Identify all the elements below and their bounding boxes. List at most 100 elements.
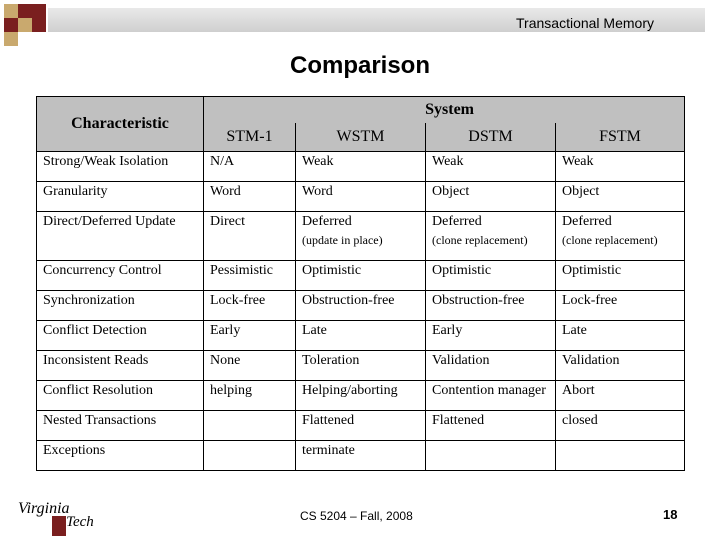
course-title: Transactional Memory	[516, 15, 654, 31]
table-row: Nested Transactions Flattened Flattened clo…	[36, 410, 686, 441]
cell-value: Early	[210, 323, 241, 338]
cell-value: None	[210, 353, 241, 368]
cell-value: Lock-free	[562, 293, 618, 308]
corner-square-decoration	[18, 18, 32, 32]
virginia-tech-logo: Virginia Tech	[14, 500, 94, 538]
cell-value: Flattened	[432, 413, 485, 428]
row-label: Synchronization	[36, 290, 204, 321]
table-cell: Flattened	[425, 410, 556, 441]
table-cell: Early	[425, 320, 556, 351]
cell-value: Toleration	[302, 353, 360, 368]
corner-square-decoration	[4, 4, 18, 18]
table-row: Synchronization Lock-free Obstruction-free…	[36, 290, 686, 321]
table-row: Inconsistent Reads None Toleration Validati…	[36, 350, 686, 381]
cell-value: Flattened	[302, 413, 355, 428]
row-label: Conflict Detection	[36, 320, 204, 351]
cell-value: Deferred	[432, 214, 482, 229]
row-label: Direct/Deferred Update	[36, 211, 204, 261]
cell-value: Obstruction-free	[302, 293, 395, 308]
row-label: Inconsistent Reads	[36, 350, 204, 381]
table-cell: Contention manager	[425, 380, 556, 411]
table-cell: Weak	[554, 151, 686, 182]
row-label: Concurrency Control	[36, 260, 204, 291]
cell-value: Contention manager	[432, 383, 546, 398]
table-cell: Weak	[295, 151, 426, 182]
cell-value: Word	[302, 184, 333, 199]
table-cell: Toleration	[295, 350, 426, 381]
table-row: Granularity Word Word Object Object	[36, 181, 686, 212]
cell-note: (update in place)	[302, 233, 383, 247]
table-cell: Obstruction-free	[295, 290, 426, 321]
cell-value: Optimistic	[432, 263, 492, 278]
cell-value: Optimistic	[302, 263, 362, 278]
table-cell: Validation	[554, 350, 686, 381]
table-cell: Early	[203, 320, 296, 351]
header-bar	[48, 8, 705, 32]
cell-value: Optimistic	[562, 263, 622, 278]
table-cell: Deferred (update in place)	[295, 211, 426, 261]
cell-value: Word	[210, 184, 241, 199]
logo-mark	[52, 516, 66, 536]
table-cell: Lock-free	[203, 290, 296, 321]
table-cell: Object	[425, 181, 556, 212]
characteristic-header: Characteristic	[36, 96, 204, 152]
cell-value: Abort	[562, 383, 595, 398]
table-cell: Lock-free	[554, 290, 686, 321]
table-cell: Late	[554, 320, 686, 351]
cell-value: Helping/aborting	[302, 383, 398, 398]
table-cell: Object	[554, 181, 686, 212]
cell-value: helping	[210, 383, 252, 398]
row-label: Strong/Weak Isolation	[36, 151, 204, 182]
table-cell	[425, 440, 556, 471]
cell-value: Late	[302, 323, 327, 338]
table-row: Conflict Resolution helping Helping/aborti…	[36, 380, 686, 411]
table-cell: Pessimistic	[203, 260, 296, 291]
row-label: Exceptions	[36, 440, 204, 471]
logo-text-virginia: Virginia	[18, 500, 70, 517]
cell-value: Object	[432, 184, 470, 199]
table-cell: Optimistic	[295, 260, 426, 291]
cell-value: Validation	[432, 353, 490, 368]
corner-square-decoration	[4, 32, 18, 46]
corner-square-decoration	[32, 4, 46, 18]
table-cell: Validation	[425, 350, 556, 381]
system-column-header: DSTM	[425, 123, 556, 152]
cell-value: Lock-free	[210, 293, 266, 308]
table-cell: Optimistic	[554, 260, 686, 291]
table-cell	[203, 440, 296, 471]
table-row: Conflict Detection Early Late Early Late	[36, 320, 686, 351]
table-cell: Abort	[554, 380, 686, 411]
cell-value: Late	[562, 323, 587, 338]
cell-value: Weak	[302, 154, 334, 169]
cell-note: (clone replacement)	[432, 233, 528, 247]
cell-value: Direct	[210, 214, 245, 229]
system-column-header: STM-1	[203, 123, 296, 152]
cell-value: N/A	[210, 154, 235, 169]
system-column-header: FSTM	[554, 123, 686, 152]
table-cell	[554, 440, 686, 471]
table-cell: Deferred (clone replacement)	[425, 211, 556, 261]
table-body: Strong/Weak Isolation N/A Weak Weak Weak Gran…	[36, 151, 686, 471]
table-cell: Optimistic	[425, 260, 556, 291]
cell-value: Early	[432, 323, 463, 338]
table-cell: Word	[295, 181, 426, 212]
cell-value: terminate	[302, 443, 355, 458]
cell-value: Weak	[432, 154, 464, 169]
cell-note: (clone replacement)	[562, 233, 658, 247]
table-cell	[203, 410, 296, 441]
table-cell: Direct	[203, 211, 296, 261]
table-cell: terminate	[295, 440, 426, 471]
table-row: Exceptions terminate	[36, 440, 686, 471]
table-cell: None	[203, 350, 296, 381]
cell-value: Validation	[562, 353, 620, 368]
row-label: Conflict Resolution	[36, 380, 204, 411]
cell-value: closed	[562, 413, 598, 428]
table-cell: Flattened	[295, 410, 426, 441]
cell-value: Deferred	[562, 214, 612, 229]
table-cell: Obstruction-free	[425, 290, 556, 321]
cell-value: Object	[562, 184, 600, 199]
corner-square-decoration	[32, 18, 46, 32]
comparison-table: Characteristic System STM-1 WSTM DSTM FS…	[36, 96, 686, 471]
table-cell: Word	[203, 181, 296, 212]
cell-value: Pessimistic	[210, 263, 274, 278]
